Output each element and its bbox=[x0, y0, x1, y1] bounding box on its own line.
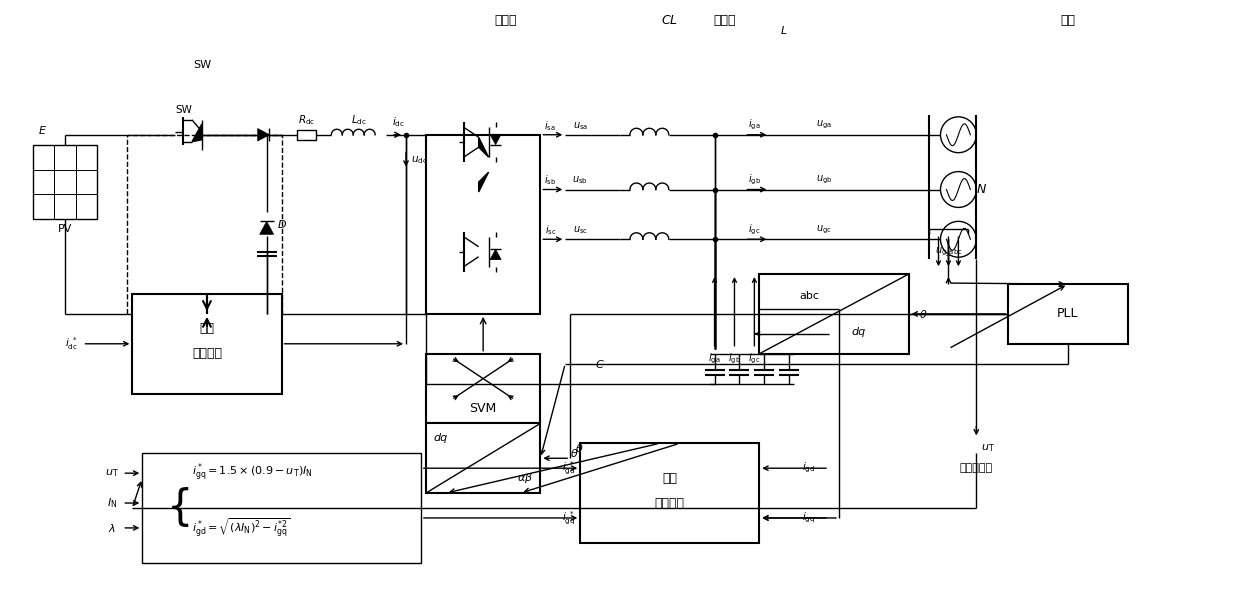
Text: $u_{\rm ga}$: $u_{\rm ga}$ bbox=[816, 119, 832, 131]
Text: $i_{\rm gc}$: $i_{\rm gc}$ bbox=[748, 222, 760, 236]
Text: $D$: $D$ bbox=[277, 219, 286, 230]
Text: $u_{\rm sc}$: $u_{\rm sc}$ bbox=[573, 225, 588, 236]
Polygon shape bbox=[258, 128, 269, 141]
Polygon shape bbox=[259, 222, 274, 234]
Text: dq: dq bbox=[852, 327, 866, 337]
Text: {: { bbox=[167, 487, 193, 529]
Text: $i_{\rm gd}^* = \sqrt{(\lambda I_{\rm N})^2 - i_{\rm gq}^{*2}}$: $i_{\rm gd}^* = \sqrt{(\lambda I_{\rm N}… bbox=[192, 516, 290, 539]
Text: $i_{\rm gd}^{\ *}$: $i_{\rm gd}^{\ *}$ bbox=[562, 460, 575, 477]
Text: PV: PV bbox=[58, 225, 72, 234]
Bar bbox=[425, 354, 541, 424]
Text: $u_{\rm dc}$: $u_{\rm dc}$ bbox=[410, 154, 428, 166]
Text: SVM: SVM bbox=[470, 402, 497, 415]
Text: $\theta$: $\theta$ bbox=[575, 443, 584, 454]
Text: 交流: 交流 bbox=[662, 472, 677, 485]
Text: 直流: 直流 bbox=[200, 323, 215, 336]
Bar bbox=[1008, 284, 1127, 344]
Text: $u_{\rm sa}$: $u_{\rm sa}$ bbox=[573, 120, 588, 132]
Text: $i_{\rm gq}^* = 1.5\times(0.9-u_{\rm T})I_{\rm N}$: $i_{\rm gq}^* = 1.5\times(0.9-u_{\rm T})… bbox=[192, 462, 312, 484]
Bar bbox=[143, 453, 420, 563]
Text: 低电压检测: 低电压检测 bbox=[960, 463, 993, 473]
Bar bbox=[296, 129, 316, 140]
Text: $i_{\rm gb}$: $i_{\rm gb}$ bbox=[728, 352, 742, 366]
Text: $u_{\rm sb}$: $u_{\rm sb}$ bbox=[573, 175, 588, 187]
Text: $i_{\rm gq}$: $i_{\rm gq}$ bbox=[802, 511, 816, 525]
Text: 控制模块: 控制模块 bbox=[192, 347, 222, 360]
Text: SW: SW bbox=[176, 105, 192, 115]
Text: $i_{\rm gd}$: $i_{\rm gd}$ bbox=[802, 461, 816, 475]
Text: PLL: PLL bbox=[1058, 308, 1079, 320]
Text: $C$: $C$ bbox=[595, 358, 605, 369]
Text: $i_{\rm gb}$: $i_{\rm gb}$ bbox=[748, 172, 761, 187]
Text: $L$: $L$ bbox=[780, 24, 787, 36]
Bar bbox=[128, 135, 281, 314]
Text: $\alpha\beta$: $\alpha\beta$ bbox=[517, 471, 533, 485]
Text: dq: dq bbox=[434, 434, 448, 443]
Text: abc: abc bbox=[799, 290, 820, 301]
Text: $E$: $E$ bbox=[37, 124, 47, 136]
Text: $i_{\rm dc}^{\ *}$: $i_{\rm dc}^{\ *}$ bbox=[64, 336, 78, 352]
Text: $i_{\rm gc}$: $i_{\rm gc}$ bbox=[748, 352, 760, 366]
Text: $u_{\rm gb}$: $u_{\rm gb}$ bbox=[816, 173, 832, 186]
Text: $\lambda$: $\lambda$ bbox=[108, 522, 117, 534]
Text: $\theta$: $\theta$ bbox=[919, 308, 928, 320]
Text: SW: SW bbox=[193, 60, 211, 70]
Bar bbox=[425, 135, 541, 314]
Text: 电网: 电网 bbox=[1060, 14, 1075, 27]
Text: 逆变器: 逆变器 bbox=[495, 14, 517, 27]
Text: $\theta$: $\theta$ bbox=[570, 447, 579, 459]
Text: 滤波器: 滤波器 bbox=[713, 14, 735, 27]
Text: $R_{\rm dc}$: $R_{\rm dc}$ bbox=[298, 113, 315, 127]
Bar bbox=[580, 443, 759, 543]
Text: $u_{\rm g\_abc}$: $u_{\rm g\_abc}$ bbox=[935, 245, 962, 259]
Polygon shape bbox=[490, 249, 501, 260]
Text: $CL$: $CL$ bbox=[661, 14, 678, 27]
Bar bbox=[133, 294, 281, 394]
Text: $u_{\rm gc}$: $u_{\rm gc}$ bbox=[816, 223, 832, 235]
Text: $i_{\rm dc}$: $i_{\rm dc}$ bbox=[392, 115, 404, 129]
Polygon shape bbox=[192, 124, 202, 142]
Text: $i_{\rm ga}$: $i_{\rm ga}$ bbox=[708, 352, 720, 366]
Bar bbox=[32, 145, 98, 219]
Text: $i_{\rm ga}$: $i_{\rm ga}$ bbox=[748, 118, 760, 132]
Bar bbox=[425, 424, 541, 493]
Text: $i_{\rm sc}$: $i_{\rm sc}$ bbox=[544, 223, 556, 237]
Polygon shape bbox=[479, 172, 489, 192]
Text: 控制模块: 控制模块 bbox=[655, 497, 684, 510]
Bar bbox=[759, 274, 909, 354]
Text: $I_{\rm N}$: $I_{\rm N}$ bbox=[107, 496, 118, 510]
Text: $L_{\rm dc}$: $L_{\rm dc}$ bbox=[351, 113, 367, 127]
Text: $u_{\rm T}$: $u_{\rm T}$ bbox=[981, 443, 994, 454]
Text: $i_{\rm sb}$: $i_{\rm sb}$ bbox=[544, 173, 557, 188]
Text: $u_{\rm T}$: $u_{\rm T}$ bbox=[105, 467, 119, 479]
Text: $i_{\rm gq}^{\ *}$: $i_{\rm gq}^{\ *}$ bbox=[562, 509, 575, 527]
Polygon shape bbox=[479, 137, 489, 157]
Text: $i_{\rm sa}$: $i_{\rm sa}$ bbox=[544, 119, 557, 132]
Text: $N$: $N$ bbox=[976, 183, 987, 196]
Polygon shape bbox=[490, 134, 501, 144]
